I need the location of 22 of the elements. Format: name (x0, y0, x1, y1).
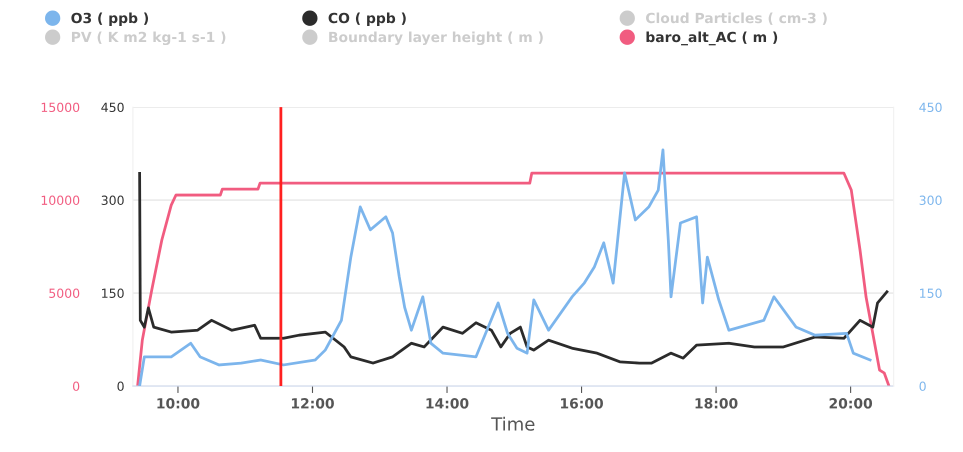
y-tick-label: 15000 (42, 102, 80, 112)
y2-tick-label: 150 (102, 288, 124, 298)
y-tick-label: 0 (72, 381, 80, 391)
x-tick-label: 10:00 (157, 398, 200, 409)
x-tick-label: 14:00 (426, 398, 468, 409)
y3-tick-label: 0 (919, 381, 926, 391)
y2-tick-label: 450 (101, 102, 124, 112)
x-tick-label: 16:00 (561, 398, 603, 409)
x-tick-label: 20:00 (830, 398, 872, 409)
y2-tick-label: 0 (117, 381, 124, 391)
legend-label: CO ( ppb ) (328, 12, 406, 26)
y-tick-label: 10000 (42, 196, 80, 206)
legend-label: O3 ( ppb ) (71, 12, 148, 26)
x-axis-title: Time (491, 416, 534, 431)
y3-tick-label: 300 (920, 196, 942, 206)
y3-tick-label: 150 (920, 288, 942, 298)
y3-tick-label: 450 (919, 102, 942, 112)
y-tick-label: 5000 (49, 288, 80, 298)
y2-tick-label: 300 (102, 196, 124, 206)
x-tick-label: 12:00 (292, 398, 334, 409)
x-tick-label: 18:00 (696, 398, 738, 409)
legend-label: baro_alt_AC ( m ) (646, 31, 778, 46)
